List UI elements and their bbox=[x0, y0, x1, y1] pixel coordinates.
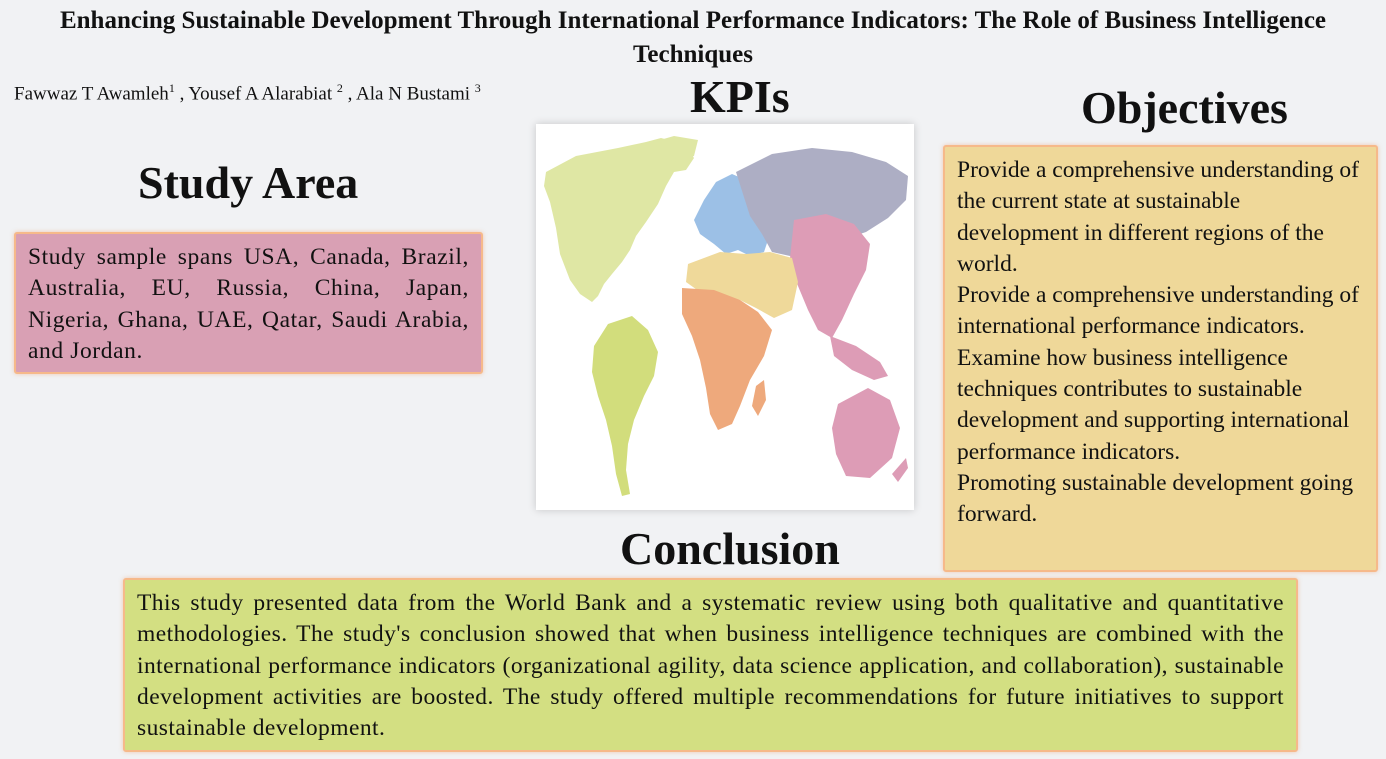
author-list: Fawwaz T Awamleh1 , Yousef A Alarabiat 2… bbox=[14, 76, 481, 106]
southeast-asia-region bbox=[830, 336, 888, 380]
conclusion-text: This study presented data from the World… bbox=[137, 590, 1284, 742]
world-map-graphic bbox=[544, 136, 908, 496]
east-asia-region bbox=[790, 214, 870, 338]
australia-region bbox=[832, 388, 900, 478]
author-separator: , bbox=[174, 83, 189, 105]
study-area-heading: Study Area bbox=[138, 157, 359, 208]
middle-east-region bbox=[686, 252, 798, 318]
greenland-region bbox=[646, 136, 698, 162]
objectives-box: Provide a comprehensive understanding of… bbox=[943, 145, 1378, 572]
study-area-box: Study sample spans USA, Canada, Brazil, … bbox=[14, 232, 483, 374]
objective-item: Provide a comprehensive understanding of… bbox=[957, 157, 1360, 277]
north-america-region bbox=[544, 138, 694, 302]
poster-title: Enhancing Sustainable Development Throug… bbox=[59, 7, 1327, 68]
world-map bbox=[536, 124, 914, 510]
new-zealand-region bbox=[892, 458, 908, 482]
conclusion-heading: Conclusion bbox=[620, 523, 840, 574]
objective-item: Provide a comprehensive understanding of… bbox=[957, 282, 1360, 340]
kpis-heading: KPIs bbox=[690, 71, 790, 122]
russia-region bbox=[736, 148, 908, 256]
madagascar-region bbox=[752, 380, 766, 416]
objectives-heading: Objectives bbox=[1081, 82, 1288, 133]
study-area-text: Study sample spans USA, Canada, Brazil, … bbox=[28, 244, 469, 364]
objective-item: Promoting sustainable development going … bbox=[957, 469, 1354, 528]
south-america-region bbox=[592, 316, 658, 496]
author-affiliation: 1 bbox=[168, 81, 175, 95]
author-affiliation: 3 bbox=[474, 81, 481, 95]
objective-item: Examine how business intelligence techni… bbox=[957, 344, 1350, 465]
author-name: Ala N Bustami bbox=[356, 83, 475, 105]
africa-region bbox=[682, 288, 772, 430]
author-name: Yousef A Alarabiat bbox=[188, 83, 337, 105]
author-affiliation: 2 bbox=[336, 81, 343, 95]
author-separator: , bbox=[342, 83, 357, 105]
conclusion-box: This study presented data from the World… bbox=[123, 578, 1298, 752]
author-name: Fawwaz T Awamleh bbox=[14, 83, 169, 105]
